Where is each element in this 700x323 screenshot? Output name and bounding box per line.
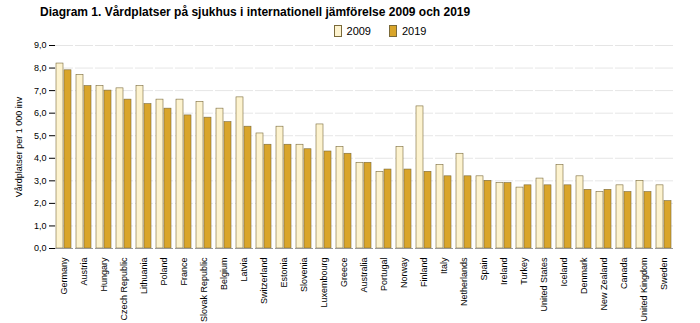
- svg-text:Czech Republic: Czech Republic: [119, 257, 129, 321]
- svg-text:3,0: 3,0: [34, 176, 47, 186]
- svg-text:Australia: Australia: [359, 258, 369, 293]
- svg-text:Italy: Italy: [439, 257, 449, 274]
- svg-text:9,0: 9,0: [34, 40, 47, 50]
- svg-text:Estonia: Estonia: [279, 258, 289, 288]
- svg-text:Latvia: Latvia: [239, 258, 249, 282]
- svg-text:8,0: 8,0: [34, 63, 47, 73]
- svg-text:United Kingdom: United Kingdom: [639, 258, 649, 322]
- svg-text:Poland: Poland: [159, 258, 169, 286]
- svg-text:1,0: 1,0: [34, 221, 47, 231]
- svg-text:Luxembourg: Luxembourg: [319, 258, 329, 308]
- svg-text:Turkey: Turkey: [519, 257, 529, 285]
- svg-text:Vårdplatser per 1 000 inv: Vårdplatser per 1 000 inv: [14, 96, 24, 197]
- svg-text:United States: United States: [539, 257, 549, 312]
- svg-text:Denmark: Denmark: [579, 257, 589, 294]
- svg-text:0,0: 0,0: [34, 243, 47, 253]
- svg-text:Portugal: Portugal: [379, 258, 389, 292]
- svg-text:Spain: Spain: [479, 258, 489, 281]
- svg-text:Austria: Austria: [79, 258, 89, 286]
- svg-text:4,0: 4,0: [34, 153, 47, 163]
- svg-text:Belgium: Belgium: [219, 258, 229, 291]
- svg-text:7,0: 7,0: [34, 85, 47, 95]
- svg-text:Slovenia: Slovenia: [299, 258, 309, 293]
- svg-text:New Zealand: New Zealand: [599, 258, 609, 311]
- svg-text:Sweden: Sweden: [659, 258, 669, 291]
- svg-text:Switzerland: Switzerland: [259, 258, 269, 305]
- svg-text:2,0: 2,0: [34, 198, 47, 208]
- svg-text:Ireland: Ireland: [499, 258, 509, 286]
- svg-text:Germany: Germany: [59, 257, 69, 295]
- svg-text:Lithuania: Lithuania: [139, 258, 149, 295]
- html-text:Diagram 1. Vårdplatser på sjuk: Diagram 1. Vårdplatser på sjukhus i inte…: [40, 5, 471, 19]
- svg-text:Slovak Republic: Slovak Republic: [199, 257, 209, 322]
- svg-text:Iceland: Iceland: [559, 258, 569, 287]
- html-text:2019: 2019: [402, 25, 427, 37]
- svg-text:5,0: 5,0: [34, 131, 47, 141]
- svg-text:Greece: Greece: [339, 258, 349, 288]
- svg-text:France: France: [179, 258, 189, 286]
- svg-text:6,0: 6,0: [34, 108, 47, 118]
- html-text:2009: 2009: [346, 25, 371, 37]
- svg-text:Canada: Canada: [619, 258, 629, 290]
- svg-text:Hungary: Hungary: [99, 257, 109, 292]
- svg-text:Netherlands: Netherlands: [459, 257, 469, 306]
- svg-text:Finland: Finland: [419, 258, 429, 288]
- svg-text:Norway: Norway: [399, 257, 409, 288]
